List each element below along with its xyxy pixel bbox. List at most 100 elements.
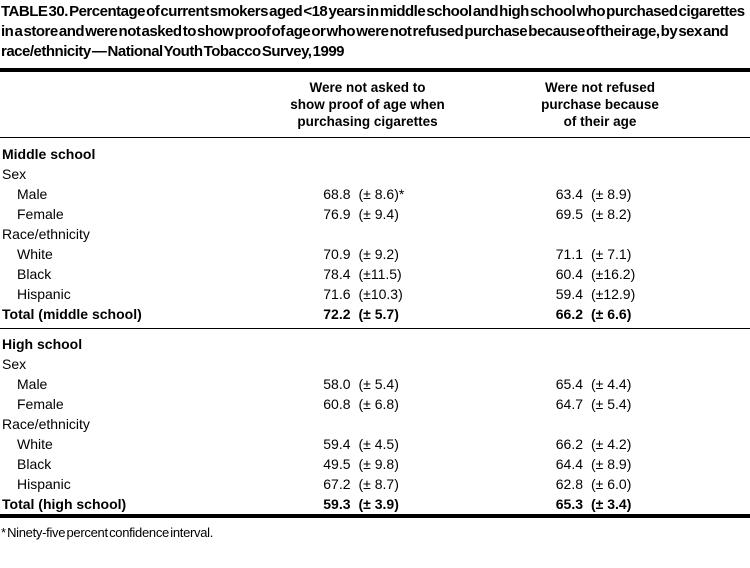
row-label: Race/ethnicity xyxy=(2,226,90,242)
confidence-interval: (± 3.4) xyxy=(591,496,632,512)
column-header-not-asked-proof: Were not asked to show proof of age when… xyxy=(290,80,445,129)
row-label: Hispanic xyxy=(17,286,71,302)
estimate-value: 58.0 xyxy=(323,376,351,392)
estimate-value: 71.1 xyxy=(555,246,583,262)
table-body: Middle school Sex Male 68.8 (± 8.6)* 63.4 (± 8… xyxy=(0,138,750,514)
column-header-row: Were not asked to show proof of age when… xyxy=(0,72,750,137)
row-label: Race/ethnicity xyxy=(2,416,90,432)
estimate-value: 69.5 xyxy=(555,206,583,222)
estimate-value: 65.3 xyxy=(555,496,583,512)
confidence-interval: (± 4.5) xyxy=(358,436,399,452)
confidence-interval: (± 9.8) xyxy=(358,456,399,472)
estimate-value: 49.5 xyxy=(323,456,351,472)
row-label: High school xyxy=(2,336,83,352)
value-cell xyxy=(485,334,715,354)
value-cell xyxy=(485,354,715,374)
confidence-interval: (± 8.6)* xyxy=(358,186,405,202)
confidence-interval: (± 8.7) xyxy=(358,476,399,492)
table-row: White 70.9 (± 9.2) 71.1 (± 7.1) xyxy=(0,244,750,264)
estimate-value: 70.9 xyxy=(323,246,351,262)
estimate-value: 68.8 xyxy=(323,186,351,202)
value-cell: 71.6 (±10.3) xyxy=(250,284,485,304)
table-row: Black 78.4 (±11.5) 60.4 (±16.2) xyxy=(0,264,750,284)
table-row: White 59.4 (± 4.5) 66.2 (± 4.2) xyxy=(0,434,750,454)
confidence-interval: (± 6.6) xyxy=(591,306,632,322)
row-label: Female xyxy=(17,396,64,412)
table-row: High school xyxy=(0,334,750,354)
confidence-interval: (±10.3) xyxy=(358,286,403,302)
estimate-value: 59.4 xyxy=(555,286,583,302)
confidence-interval: (± 4.2) xyxy=(591,436,632,452)
confidence-interval: (±11.5) xyxy=(358,266,402,282)
table-row: Male 68.8 (± 8.6)* 63.4 (± 8.9) xyxy=(0,184,750,204)
estimate-value: 66.2 xyxy=(555,436,583,452)
estimate-value: 72.2 xyxy=(323,306,351,322)
value-cell: 68.8 (± 8.6)* xyxy=(250,184,485,204)
confidence-interval: (± 7.1) xyxy=(591,246,632,262)
confidence-interval: (± 5.4) xyxy=(591,396,632,412)
estimate-value: 67.2 xyxy=(323,476,351,492)
estimate-value: 62.8 xyxy=(555,476,583,492)
table-row: Black 49.5 (± 9.8) 64.4 (± 8.9) xyxy=(0,454,750,474)
estimate-value: 64.4 xyxy=(555,456,583,472)
value-cell: 65.4 (± 4.4) xyxy=(485,374,715,394)
value-cell: 78.4 (±11.5) xyxy=(250,264,485,284)
value-cell: 60.4 (±16.2) xyxy=(485,264,715,284)
value-cell xyxy=(485,414,715,434)
confidence-interval: (± 3.9) xyxy=(358,496,399,512)
confidence-interval: (± 4.4) xyxy=(591,376,632,392)
value-cell: 67.2 (± 8.7) xyxy=(250,474,485,494)
value-cell: 58.0 (± 5.4) xyxy=(250,374,485,394)
row-label: Middle school xyxy=(2,146,96,162)
bottom-rule xyxy=(0,514,750,518)
row-label: Sex xyxy=(2,356,27,372)
value-cell: 65.3 (± 3.4) xyxy=(485,494,715,514)
table-row: Male 58.0 (± 5.4) 65.4 (± 4.4) xyxy=(0,374,750,394)
value-cell: 64.7 (± 5.4) xyxy=(485,394,715,414)
footnote: * Ninety-five percent confidence interva… xyxy=(1,525,214,540)
table-row: Hispanic 67.2 (± 8.7) 62.8 (± 6.0) xyxy=(0,474,750,494)
table-row: Female 60.8 (± 6.8) 64.7 (± 5.4) xyxy=(0,394,750,414)
estimate-value: 66.2 xyxy=(555,306,583,322)
confidence-interval: (± 6.8) xyxy=(358,396,399,412)
header-rule xyxy=(0,137,750,138)
table-row: Sex xyxy=(0,354,750,374)
value-cell: 66.2 (± 4.2) xyxy=(485,434,715,454)
value-cell: 60.8 (± 6.8) xyxy=(250,394,485,414)
value-cell xyxy=(250,414,485,434)
confidence-interval: (±12.9) xyxy=(591,286,636,302)
value-cell: 69.5 (± 8.2) xyxy=(485,204,715,224)
value-cell: 71.1 (± 7.1) xyxy=(485,244,715,264)
row-label: Male xyxy=(17,376,48,392)
row-label: Female xyxy=(17,206,64,222)
confidence-interval: (± 8.2) xyxy=(591,206,632,222)
value-cell: 49.5 (± 9.8) xyxy=(250,454,485,474)
row-label: White xyxy=(17,246,53,262)
value-cell: 63.4 (± 8.9) xyxy=(485,184,715,204)
table-row: Sex xyxy=(0,164,750,184)
row-label: White xyxy=(17,436,53,452)
value-cell: 59.4 (± 4.5) xyxy=(250,434,485,454)
confidence-interval: (± 9.4) xyxy=(358,206,399,222)
estimate-value: 59.3 xyxy=(323,496,351,512)
value-cell xyxy=(250,144,485,164)
section-divider-rule xyxy=(0,328,750,329)
estimate-value: 60.8 xyxy=(323,396,351,412)
confidence-interval: (± 8.9) xyxy=(591,186,632,202)
confidence-interval: (± 5.4) xyxy=(358,376,399,392)
value-cell: 64.4 (± 8.9) xyxy=(485,454,715,474)
value-cell: 70.9 (± 9.2) xyxy=(250,244,485,264)
estimate-value: 59.4 xyxy=(323,436,351,452)
confidence-interval: (± 8.9) xyxy=(591,456,632,472)
confidence-interval: (± 6.0) xyxy=(591,476,632,492)
table-row: Female 76.9 (± 9.4) 69.5 (± 8.2) xyxy=(0,204,750,224)
estimate-value: 63.4 xyxy=(555,186,583,202)
row-label: Black xyxy=(17,266,52,282)
value-cell: 62.8 (± 6.0) xyxy=(485,474,715,494)
table-row: Middle school xyxy=(0,144,750,164)
value-cell xyxy=(250,164,485,184)
table-row: Race/ethnicity xyxy=(0,224,750,244)
value-cell: 59.3 (± 3.9) xyxy=(250,494,485,514)
value-cell xyxy=(250,354,485,374)
